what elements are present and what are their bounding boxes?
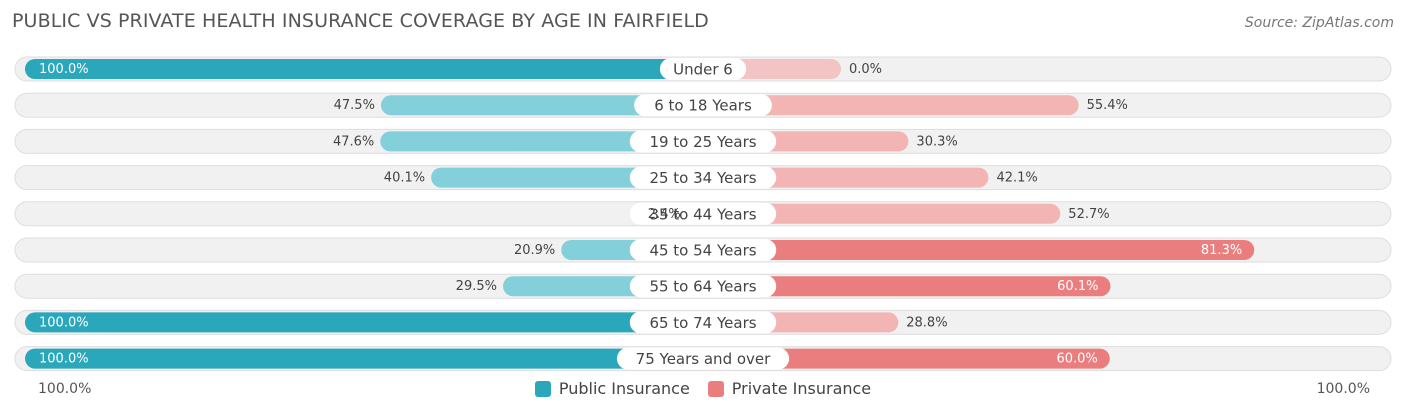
chart-title: PUBLIC VS PRIVATE HEALTH INSURANCE COVER… [12, 10, 709, 32]
bar-public [380, 95, 703, 116]
value-label-private: 81.3% [1201, 243, 1242, 258]
category-label: 65 to 74 Years [649, 314, 756, 332]
bar-private [703, 203, 1061, 224]
legend-swatch-public [534, 380, 551, 397]
value-label-private: 0.0% [849, 62, 882, 77]
legend-item-public: Public Insurance [534, 379, 690, 398]
value-label-private: 55.4% [1087, 98, 1128, 113]
bar-public [380, 131, 703, 152]
bar-private [703, 348, 1110, 369]
category-label-pill [616, 347, 790, 370]
legend-item-private: Private Insurance [707, 379, 872, 398]
value-label-public: 100.0% [39, 315, 89, 330]
legend-label-public: Public Insurance [558, 379, 690, 398]
value-label-public: 100.0% [39, 352, 89, 367]
category-label-pill [629, 239, 777, 261]
value-label-public: 20.9% [514, 243, 555, 258]
category-label-pill [659, 58, 747, 80]
category-label-pill [634, 94, 772, 117]
category-label: 25 to 34 Years [649, 169, 756, 187]
value-label-public: 2.4% [648, 207, 681, 222]
axis-left-label: 100.0% [38, 381, 92, 397]
category-label-pill [629, 166, 777, 189]
axis-right-label: 100.0% [1316, 381, 1370, 397]
category-label-pill [629, 275, 777, 298]
category-label: 45 to 54 Years [649, 242, 756, 260]
category-label: 35 to 44 Years [649, 205, 756, 223]
bar-private [703, 95, 1079, 116]
legend: Public Insurance Private Insurance [0, 379, 1406, 398]
value-label-private: 30.3% [916, 134, 957, 149]
category-label-pill [629, 311, 777, 334]
value-label-public: 40.1% [384, 171, 425, 186]
value-label-public: 29.5% [456, 279, 497, 294]
chart-area: Under 6 100.0% 0.0% 6 to 18 Years 47.5% 55.4%… [14, 56, 1392, 372]
bar-public [25, 348, 703, 369]
value-label-private: 60.1% [1057, 279, 1098, 294]
value-label-private: 42.1% [996, 171, 1037, 186]
source-credit: Source: ZipAtlas.com [1244, 15, 1394, 31]
category-label: 75 Years and over [636, 350, 771, 368]
legend-label-private: Private Insurance [731, 379, 872, 398]
category-label-pill [629, 202, 777, 225]
bar-public [25, 59, 703, 79]
category-label-pill [629, 130, 777, 153]
bar-private [703, 240, 1255, 260]
value-label-public: 47.5% [334, 98, 375, 113]
category-label: Under 6 [673, 61, 733, 79]
value-label-private: 28.8% [906, 315, 947, 330]
value-label-public: 100.0% [39, 62, 89, 77]
category-label: 6 to 18 Years [654, 97, 752, 115]
legend-swatch-private [707, 380, 724, 397]
value-label-private: 52.7% [1068, 207, 1109, 222]
bar-public [25, 312, 703, 333]
bar-private [703, 276, 1111, 297]
category-label: 55 to 64 Years [649, 278, 756, 296]
value-label-private: 60.0% [1056, 352, 1097, 367]
category-label: 19 to 25 Years [649, 133, 756, 151]
value-label-public: 47.6% [333, 134, 374, 149]
